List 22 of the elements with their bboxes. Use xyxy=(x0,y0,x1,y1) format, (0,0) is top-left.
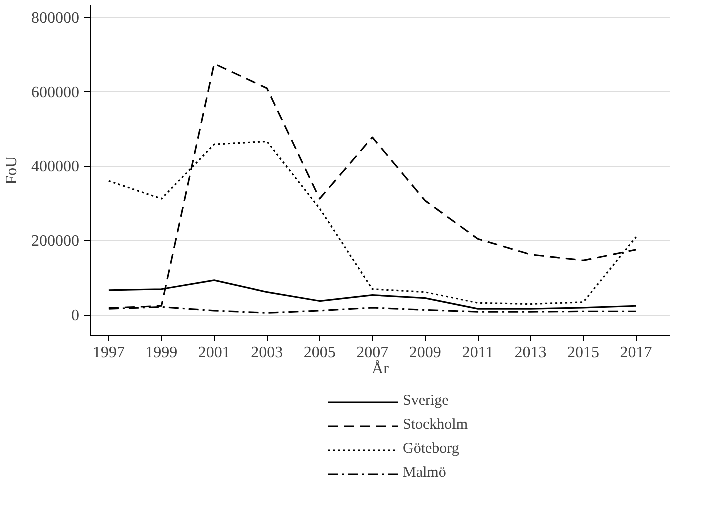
y-axis-title: FoU xyxy=(4,156,20,185)
x-tick-label: 2009 xyxy=(409,344,442,362)
x-axis-title: År xyxy=(372,360,390,378)
x-tick-label: 1997 xyxy=(92,344,125,362)
x-tick-label: 2003 xyxy=(251,344,284,362)
y-tick-label: 200000 xyxy=(32,233,80,250)
legend-label: Sverige xyxy=(402,392,449,410)
x-tick-label: 2001 xyxy=(198,344,230,362)
x-tick-label: 2007 xyxy=(356,344,389,362)
x-tick-label: 1999 xyxy=(146,344,178,362)
y-tick-label: 800000 xyxy=(32,10,80,27)
legend-label: Malmö xyxy=(402,464,446,482)
y-tick-label: 400000 xyxy=(32,158,80,176)
x-tick-label: 2005 xyxy=(304,344,336,362)
x-tick-label: 2015 xyxy=(568,344,600,362)
x-tick-label: 2011 xyxy=(462,344,494,362)
legend-label: Göteborg xyxy=(402,440,460,458)
x-tick-label: 2013 xyxy=(514,344,547,362)
y-tick-label: 600000 xyxy=(32,84,80,102)
y-tick-label: 0 xyxy=(72,308,80,325)
x-tick-label: 2017 xyxy=(620,344,652,362)
legend-label: Stockholm xyxy=(402,416,468,434)
